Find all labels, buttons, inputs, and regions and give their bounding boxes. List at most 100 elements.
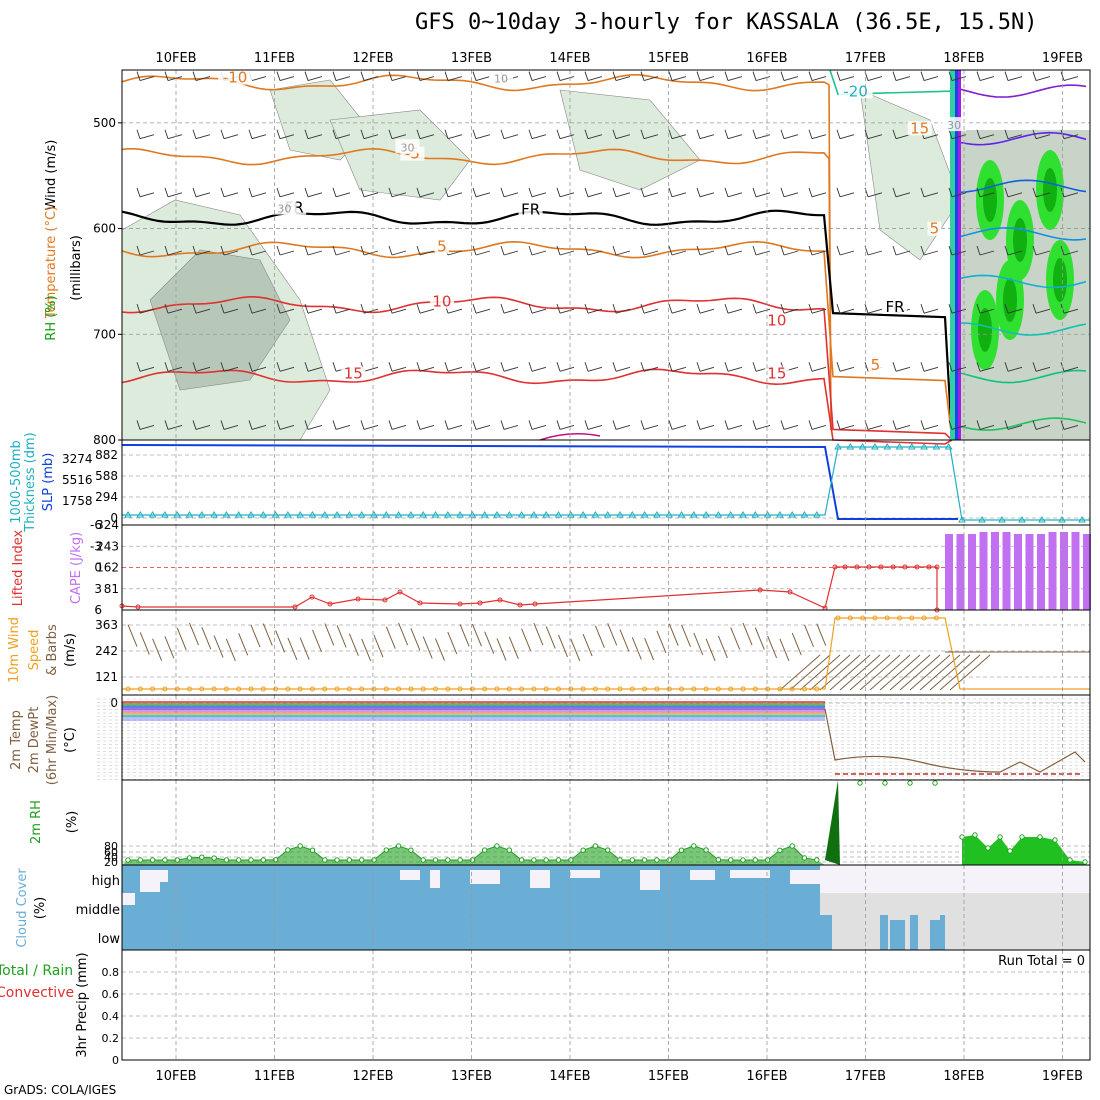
rh-shade-area: [329, 109, 471, 201]
wind-barb: [1004, 71, 1023, 82]
contour-label-bg: [907, 121, 932, 136]
thickness-marker: [978, 516, 986, 523]
rh2m-marker: [506, 847, 512, 853]
lifted-index-marker: [397, 589, 403, 595]
rh2m-marker: [1067, 857, 1073, 863]
isotherm-line: [959, 179, 1087, 194]
wind-barb: [248, 129, 267, 140]
rh2m-marker: [408, 847, 414, 853]
wind-speed-marker: [740, 686, 746, 692]
thickness-marker: [271, 511, 280, 518]
wind-barb: [799, 654, 841, 691]
wind-speed-marker: [310, 686, 315, 692]
rh2m-marker: [334, 857, 340, 863]
wind-speed-marker: [897, 615, 902, 621]
y-tick-label: 0.6: [102, 988, 120, 1001]
wind-barb: [459, 624, 470, 647]
cloud-cover-fill: [890, 920, 905, 950]
wind-barb: [444, 187, 463, 198]
wind-barb: [780, 187, 799, 198]
wind-barb: [556, 71, 575, 82]
rh2m-marker: [1082, 859, 1088, 865]
rh2m-marker: [985, 845, 991, 851]
wind-speed-marker: [847, 615, 853, 621]
wind-barb: [398, 622, 409, 646]
x-tick-label-bottom: 15FEB: [648, 1069, 689, 1084]
wind-barb: [789, 654, 831, 691]
thickness-marker: [554, 511, 563, 518]
panel-bg-precip: [122, 950, 1090, 1060]
y-axis-label-rh2m: 2m RH: [29, 800, 44, 844]
rh2m-marker: [568, 857, 574, 863]
precip-panel: 0 0.2 0.4 0.6 0.8 Run Total = 0: [102, 954, 1090, 1067]
wind-barb: [1032, 129, 1051, 140]
wind-barb: [275, 630, 286, 653]
wind-barb: [612, 245, 631, 256]
y-axis-label-cape: CAPE (J/kg): [69, 532, 84, 604]
rh2m-marker: [359, 857, 365, 863]
isotherm-line: [829, 69, 951, 96]
rh-shade-area: [149, 249, 291, 391]
rh2m-marker: [236, 857, 242, 863]
thickness-marker: [834, 443, 842, 450]
rh2m-marker: [728, 857, 734, 863]
wind-speed-marker: [506, 686, 512, 692]
wind-speed-marker: [752, 686, 758, 692]
rh2m-marker: [457, 857, 463, 863]
rh2m-marker: [137, 857, 144, 863]
rh2m-marker: [801, 855, 808, 861]
wind-barb: [276, 362, 295, 372]
wind-barb: [189, 622, 199, 646]
cape-bar: [968, 534, 976, 610]
contour-label-bg: [429, 294, 454, 309]
lifted-index-marker: [890, 564, 896, 570]
cloud-gap: [400, 870, 420, 880]
wind-barb: [752, 245, 771, 256]
cape-bar: [991, 532, 999, 610]
temp-band: [122, 703, 825, 706]
lifted-index-marker: [135, 604, 141, 610]
wind-barb: [948, 245, 967, 256]
y-axis-label-units: (m/s): [63, 633, 78, 667]
rh2m-marker: [555, 857, 562, 863]
contour-label: 5: [871, 356, 881, 374]
wind-speed-marker: [260, 686, 266, 692]
y-tick-label-cape: 162: [96, 561, 119, 575]
wind-speed-marker: [174, 686, 180, 692]
wind-speed-marker: [469, 686, 475, 692]
wind-barb: [836, 304, 855, 314]
x-tick-label-top: 17FEB: [845, 51, 886, 66]
wind-barb: [304, 245, 323, 256]
y-axis-label-convective: Convective: [0, 985, 74, 1001]
thickness-marker: [858, 443, 867, 450]
wind-barb: [360, 420, 379, 430]
y-tick-label: 600: [93, 222, 116, 236]
lifted-index-marker: [878, 564, 884, 570]
wind-barb: [164, 636, 175, 659]
cloud-mid-fill: [820, 893, 1090, 950]
contour-label-bg: [883, 299, 908, 314]
wind-barb: [332, 304, 351, 314]
wind-barb: [385, 626, 396, 649]
wind-barb: [780, 245, 799, 256]
wind-speed-marker: [605, 686, 611, 692]
rh2m-marker: [678, 847, 685, 853]
rh2m-marker: [223, 857, 230, 863]
y-axis-label-units: (°C): [63, 727, 78, 753]
contour-label-bg: [868, 358, 883, 373]
thickness-marker: [846, 443, 855, 450]
rh2m-marker: [383, 847, 389, 853]
wind-barb: [556, 129, 575, 140]
thickness-marker: [907, 443, 916, 450]
wind-speed-marker: [679, 686, 684, 692]
wind-barb: [416, 420, 435, 430]
wind-barb: [869, 654, 911, 691]
x-tick-label-bottom: 13FEB: [451, 1069, 492, 1084]
wind-barb: [640, 129, 659, 140]
wind-barb: [948, 420, 967, 430]
cloud-cover-fill: [820, 915, 832, 950]
y-tick-label: 0: [110, 511, 118, 525]
rh2m-marker: [959, 834, 965, 840]
wind-barb: [276, 245, 295, 256]
wind-barb: [668, 71, 687, 82]
